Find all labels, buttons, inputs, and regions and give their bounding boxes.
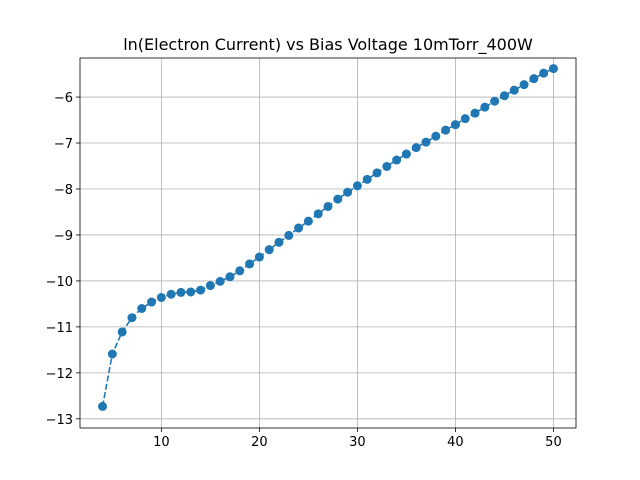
- y-tick-label: −6: [54, 91, 73, 106]
- y-tick-label: −9: [54, 229, 73, 244]
- data-point: [382, 161, 392, 171]
- data-point: [470, 108, 480, 118]
- data-point: [539, 68, 549, 78]
- data-point: [156, 292, 166, 302]
- data-point: [186, 287, 196, 297]
- y-tick-label: −10: [46, 275, 73, 290]
- data-point: [98, 401, 108, 411]
- data-point: [303, 216, 313, 226]
- data-point: [362, 174, 372, 184]
- data-point: [460, 114, 470, 124]
- data-point: [441, 125, 451, 135]
- y-tick-label: −7: [54, 137, 73, 152]
- axis-ticks: 10 20 30 40 50 −13 −12 −11 −10 −9 −8 −7 −6: [46, 91, 562, 450]
- data-point: [127, 313, 137, 323]
- data-point: [509, 85, 519, 95]
- data-point: [392, 155, 402, 165]
- x-tick-label: 10: [153, 435, 170, 450]
- series-layer: [98, 64, 558, 411]
- y-tick-label: −8: [54, 183, 73, 198]
- y-tick-label: −11: [46, 321, 73, 336]
- series-line: [101, 67, 554, 407]
- data-point: [166, 289, 176, 299]
- plot-frame: [79, 57, 577, 429]
- data-point: [205, 281, 215, 291]
- data-point: [235, 266, 245, 276]
- data-point: [137, 303, 147, 313]
- y-tick-label: −13: [46, 413, 73, 428]
- data-point: [519, 80, 529, 90]
- data-point: [274, 237, 284, 247]
- y-tick-label: −12: [46, 367, 73, 382]
- data-point: [450, 120, 460, 130]
- data-point: [480, 102, 490, 112]
- data-point: [294, 223, 304, 233]
- data-point: [333, 194, 343, 204]
- data-point: [499, 91, 509, 101]
- data-point: [431, 131, 441, 141]
- data-point: [313, 209, 323, 219]
- data-point: [176, 287, 186, 297]
- data-point: [411, 143, 421, 153]
- data-point: [529, 74, 539, 84]
- x-tick-label: 50: [545, 435, 562, 450]
- data-point: [147, 297, 157, 307]
- data-point: [421, 137, 431, 147]
- data-point: [401, 149, 411, 159]
- data-point: [225, 272, 235, 282]
- data-point: [264, 245, 274, 255]
- data-point: [117, 327, 127, 337]
- data-point: [284, 230, 294, 240]
- data-point: [323, 201, 333, 211]
- data-point: [548, 64, 558, 74]
- data-point: [196, 285, 206, 295]
- chart-title: ln(Electron Current) vs Bias Voltage 10m…: [123, 35, 533, 55]
- grid-lines: [80, 58, 576, 428]
- data-point: [352, 181, 362, 191]
- data-point: [107, 349, 117, 359]
- data-point: [372, 168, 382, 178]
- data-point: [490, 96, 500, 106]
- x-tick-label: 20: [251, 435, 268, 450]
- x-tick-label: 40: [447, 435, 464, 450]
- data-point: [215, 276, 225, 286]
- data-point: [254, 252, 264, 262]
- data-point: [245, 259, 255, 269]
- x-tick-label: 30: [349, 435, 366, 450]
- data-point: [343, 187, 353, 197]
